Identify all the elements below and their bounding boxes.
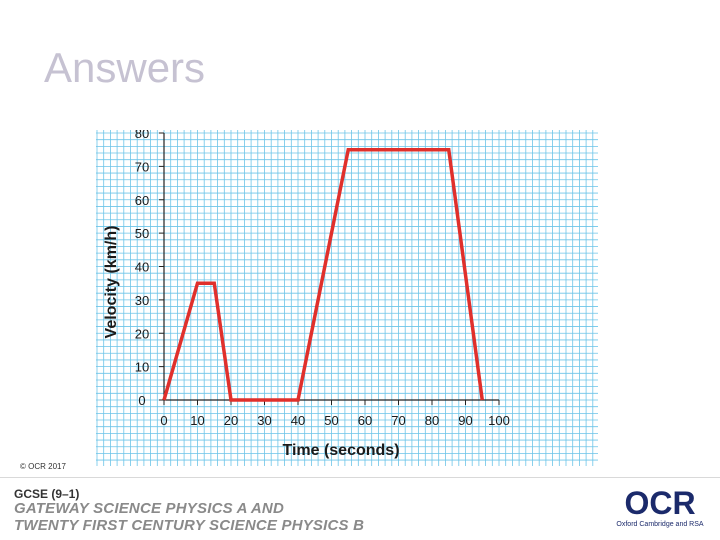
- course-title-line2: TWENTY FIRST CENTURY SCIENCE PHYSICS B: [14, 517, 365, 534]
- copyright-text: © OCR 2017: [20, 462, 66, 471]
- x-axis-label: Time (seconds): [282, 442, 399, 459]
- y-tick-label: 50: [135, 226, 149, 241]
- chart-series: [162, 147, 484, 402]
- x-tick-label: 0: [160, 413, 167, 428]
- y-tick-labels: 0 10 20 30 40 50 60 70 80: [135, 130, 164, 408]
- y-tick-label: 60: [135, 193, 149, 208]
- x-tick-label: 30: [257, 413, 271, 428]
- velocity-time-chart: 0 10 20 30 40 50 60 70 80 90 100 0 10 20 30 40 50 60 70 80…: [96, 130, 598, 466]
- y-axis-label: Velocity (km/h): [103, 226, 120, 339]
- course-title-line1: GATEWAY SCIENCE PHYSICS A AND: [14, 500, 284, 517]
- ocr-logo-tagline: Oxford Cambridge and RSA: [616, 521, 703, 528]
- y-tick-label: 80: [135, 130, 149, 141]
- chart-grid: [96, 130, 598, 466]
- x-tick-label: 60: [358, 413, 372, 428]
- x-tick-label: 100: [488, 413, 510, 428]
- y-tick-label: 20: [135, 326, 149, 341]
- footer-divider: [0, 477, 720, 478]
- y-tick-label: 40: [135, 260, 149, 275]
- chart-background: [96, 130, 598, 466]
- y-tick-label: 30: [135, 293, 149, 308]
- x-tick-label: 10: [190, 413, 204, 428]
- slide-title: Answers: [44, 44, 206, 91]
- ocr-logo-text: OCR: [624, 486, 695, 521]
- qualification-label: GCSE (9–1): [14, 487, 80, 501]
- series-line: [162, 147, 484, 402]
- x-tick-label: 70: [391, 413, 405, 428]
- y-tick-label: 0: [138, 393, 145, 408]
- x-tick-label: 90: [458, 413, 472, 428]
- y-tick-label: 10: [135, 360, 149, 375]
- x-tick-label: 20: [224, 413, 238, 428]
- x-tick-label: 40: [291, 413, 305, 428]
- ocr-logo: OCR Oxford Cambridge and RSA: [616, 486, 703, 528]
- y-tick-label: 70: [135, 159, 149, 174]
- x-tick-labels: 0 10 20 30 40 50 60 70 80 90 100: [160, 400, 510, 428]
- x-tick-label: 80: [425, 413, 439, 428]
- x-tick-label: 50: [324, 413, 338, 428]
